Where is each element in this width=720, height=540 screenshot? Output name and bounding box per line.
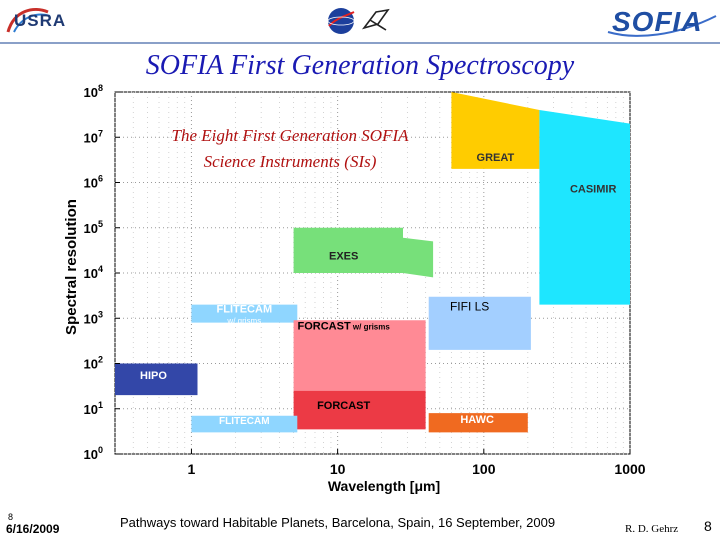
axes: 1 10 100 1000 100 101 102 103 104 105 106 107 108 [84,83,646,477]
dlr-logo-icon [361,8,390,31]
instrument-label: CASIMIR [570,184,617,196]
instrument-label: FLITECAM [219,416,270,427]
instrument-label: HAWC [460,414,494,426]
instrument-label: GREAT [477,152,515,164]
x-tick-label: 100 [472,461,496,477]
instrument-region-flitecam [191,415,298,433]
y-tick-label: 102 [84,355,103,372]
instrument-label: FORCAST w/ grisms [298,321,391,333]
annotation-line-1: The Eight First Generation SOFIA [171,126,409,145]
footer-slide-mini-number: 8 [8,512,14,522]
instrument-label: FORCAST [317,400,370,412]
instrument-region-flitecam [191,304,298,323]
x-tick-label: 1 [188,461,196,477]
sofia-logo-text: SOFIA [612,6,703,37]
footer-date: 6/16/2009 [6,522,60,536]
nasa-logo-icon [327,8,355,34]
instrument-region-forcast [293,390,426,430]
usra-logo-text: USRA [14,11,67,30]
footer-author: R. D. Gehrz [625,523,679,535]
x-tick-label: 1000 [614,461,645,477]
y-tick-label: 105 [84,219,103,236]
annotation-line-2: Science Instruments (SIs) [204,152,377,171]
y-tick-label: 108 [84,83,103,100]
slide-title: SOFIA First Generation Spectroscopy [145,50,575,81]
footer-page-number: 8 [704,518,712,534]
instrument-region-exes [293,227,434,278]
x-axis-label: Wavelength [μm] [328,478,440,494]
instrument-label: FIFI LS [450,299,489,313]
instrument-label: EXES [329,250,358,262]
y-tick-label: 107 [84,128,103,145]
instrument-region-hawc [428,413,528,433]
footer-event: Pathways toward Habitable Planets, Barce… [120,515,556,530]
instrument-region-great [451,92,540,169]
y-tick-label: 104 [84,264,103,281]
instrument-regions [115,92,630,433]
instrument-region-fifi-ls [428,296,531,350]
instrument-label: HIPO [140,370,167,382]
y-tick-label: 106 [84,174,103,191]
y-axis-label: Spectral resolution [63,199,80,335]
sofia-logo-swoosh-icon [607,15,717,37]
y-tick-label: 101 [84,400,103,417]
instrument-region-casimir [539,110,630,305]
header-bar: USRA SOFIA [0,0,720,44]
instrument-region-forcast [293,320,426,391]
y-tick-label: 100 [84,445,103,462]
instrument-note: w/ grisms [226,316,261,325]
usra-logo-icon [6,8,51,33]
header-divider [0,42,720,44]
instrument-region-hipo [115,363,198,396]
x-tick-label: 10 [330,461,346,477]
y-tick-label: 103 [84,309,103,326]
instrument-label: FLITECAM [217,303,273,315]
